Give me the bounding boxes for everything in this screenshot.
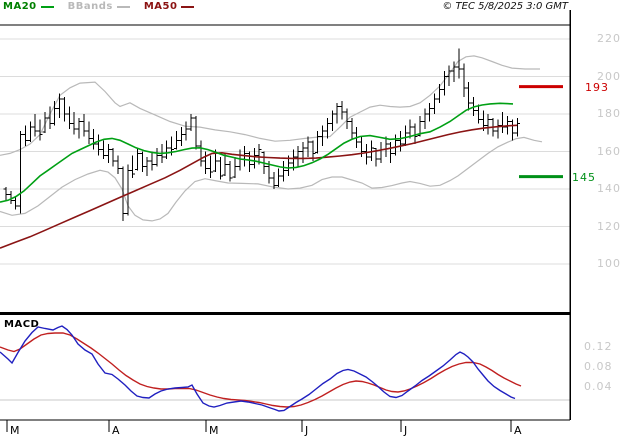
price-tick-120: 120 bbox=[597, 219, 621, 233]
resistance-level-label: 193 bbox=[585, 80, 609, 94]
price-tick-160: 160 bbox=[597, 144, 621, 158]
legend: MA20 BBands MA50 bbox=[3, 1, 208, 12]
legend-bbands-label: BBands bbox=[67, 1, 113, 12]
copyright-timestamp: © TEC 5/8/2025 3:0 GMT bbox=[442, 1, 568, 12]
price-tick-200: 200 bbox=[597, 69, 621, 83]
legend-ma20-label: MA20 bbox=[3, 1, 37, 12]
ma20-line-swatch-icon bbox=[40, 5, 54, 8]
month-label-apr: A bbox=[112, 424, 120, 437]
legend-ma50-label: MA50 bbox=[143, 1, 178, 12]
month-label-may: M bbox=[209, 424, 219, 437]
price-tick-100: 100 bbox=[597, 257, 621, 270]
bbands-line-swatch-icon bbox=[116, 5, 130, 8]
month-label-jun: J bbox=[305, 424, 309, 437]
macd-tick-008: 0.08 bbox=[584, 360, 613, 373]
price-tick-220: 220 bbox=[597, 32, 621, 45]
macd-tick-012: 0.12 bbox=[584, 340, 613, 353]
ma50-line-swatch-icon bbox=[181, 5, 195, 8]
month-label-jul: J bbox=[404, 424, 408, 437]
month-label-mar: M bbox=[10, 424, 20, 437]
legend-item-ma50: MA50 bbox=[144, 1, 195, 12]
price-tick-140: 140 bbox=[597, 182, 621, 195]
support-level-label: 145 bbox=[572, 170, 596, 184]
month-label-aug: A bbox=[514, 424, 522, 437]
legend-item-bbands: BBands bbox=[68, 1, 130, 12]
legend-item-ma20: MA20 bbox=[3, 1, 54, 12]
macd-panel-label: MACD bbox=[4, 319, 40, 330]
price-tick-180: 180 bbox=[597, 107, 621, 120]
macd-tick-004: 0.04 bbox=[584, 380, 613, 393]
